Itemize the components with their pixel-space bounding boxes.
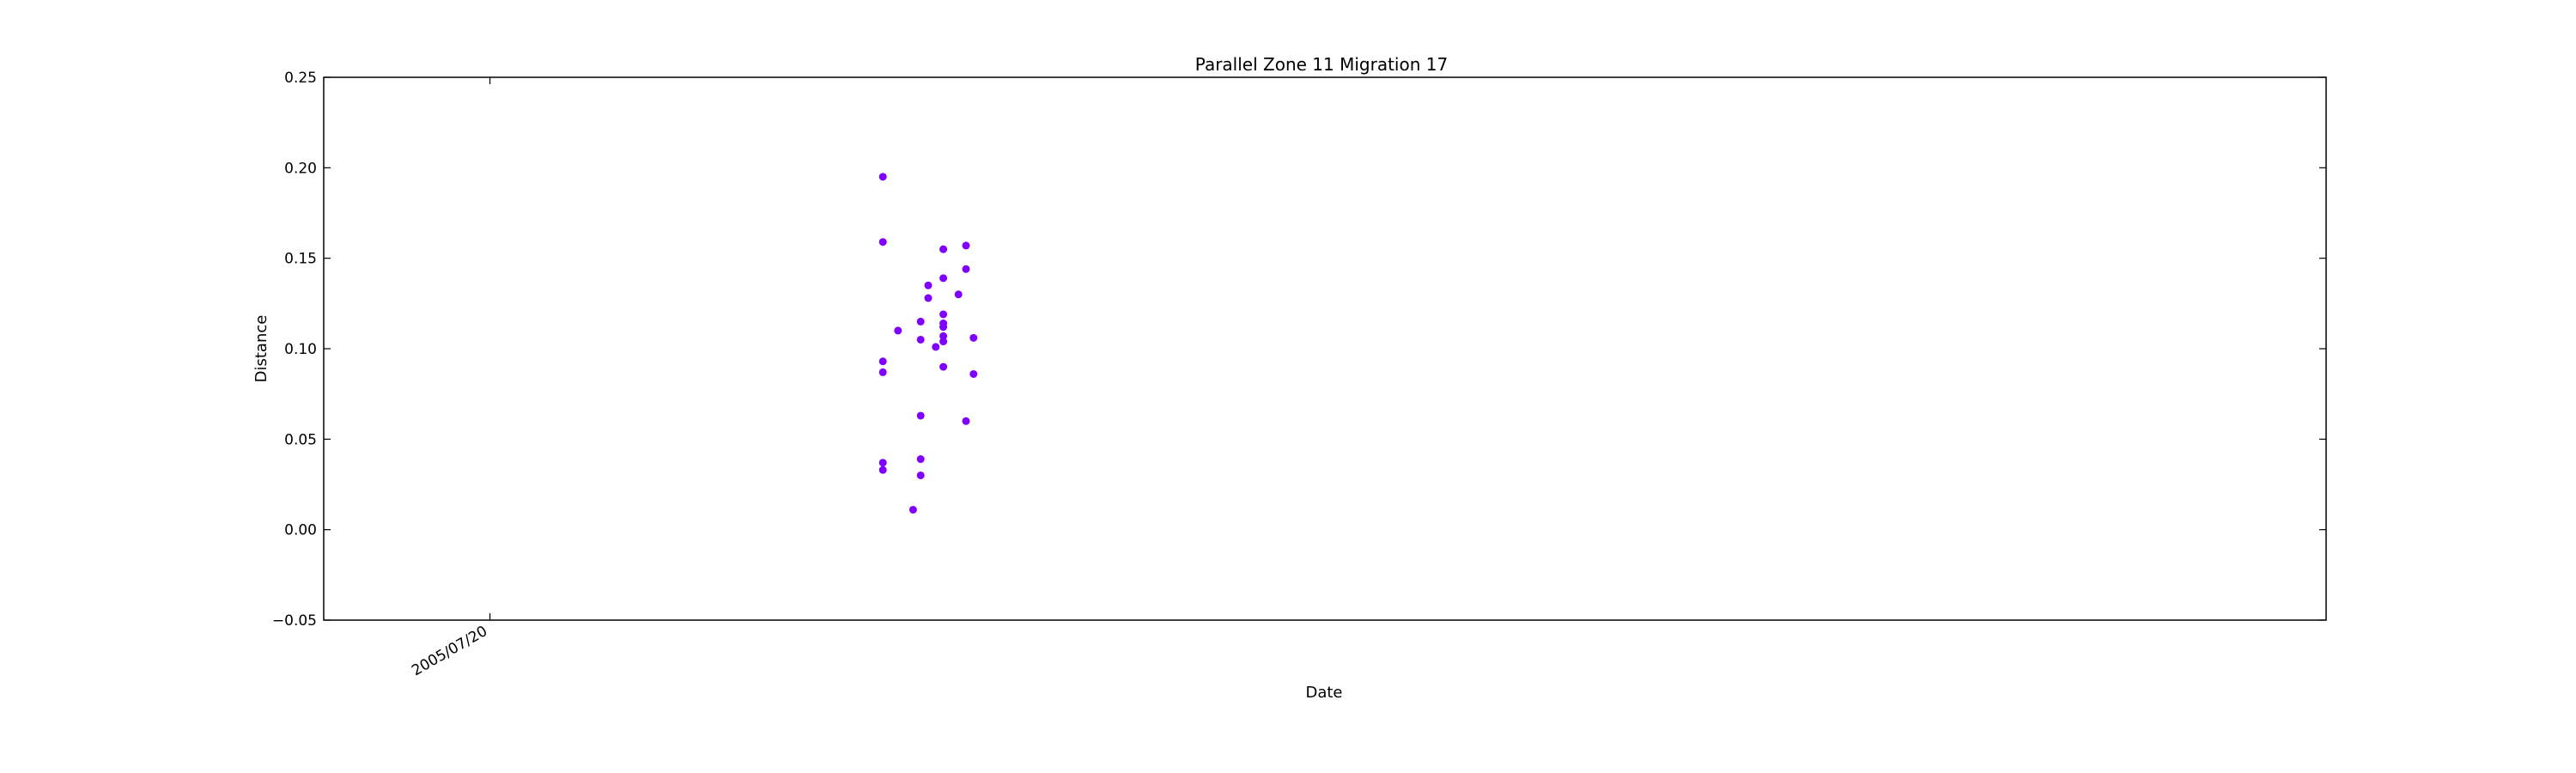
data-point [939, 338, 948, 346]
data-point [878, 466, 887, 474]
y-tick-label: −0.05 [272, 612, 317, 630]
chart-title: Parallel Zone 11 Migration 17 [1195, 54, 1448, 75]
data-point [969, 333, 978, 342]
y-tick-label: 0.15 [284, 251, 317, 268]
data-point [878, 459, 887, 467]
data-point [939, 323, 948, 332]
plot-frame [323, 76, 2327, 621]
y-tick-label: 0.10 [284, 341, 317, 358]
x-tick-label: 2005/07/20 [409, 623, 490, 679]
data-point [962, 241, 970, 250]
data-point [939, 332, 948, 340]
data-point [924, 294, 933, 302]
data-point [932, 343, 940, 351]
data-point [939, 274, 948, 283]
y-tick-label: 0.25 [284, 70, 317, 87]
data-point [916, 411, 925, 420]
data-point [939, 245, 948, 253]
data-point [969, 369, 978, 378]
data-point [939, 310, 948, 319]
y-axis-ticks: −0.05 0.00 0.05 0.10 0.15 0.20 0.25 [272, 70, 2326, 630]
data-point [916, 471, 925, 479]
data-point [894, 326, 902, 335]
y-tick-label: 0.00 [284, 522, 317, 539]
x-axis-ticks: 2005/07/20 [409, 77, 491, 679]
y-tick-label: 0.05 [284, 431, 317, 448]
data-point [916, 317, 925, 326]
y-tick-label: 0.20 [284, 160, 317, 177]
data-point [924, 281, 933, 289]
data-point [908, 505, 917, 514]
data-point [939, 362, 948, 371]
data-point [954, 290, 963, 299]
data-point [878, 368, 887, 376]
data-point [878, 357, 887, 366]
data-point [916, 335, 925, 344]
data-point [962, 265, 970, 273]
y-axis-label: Distance [252, 315, 270, 383]
data-point [878, 173, 887, 181]
data-point [962, 417, 970, 425]
data-points [878, 173, 978, 514]
data-point [878, 238, 887, 247]
x-axis-label: Date [1305, 684, 1342, 702]
data-point [916, 455, 925, 464]
